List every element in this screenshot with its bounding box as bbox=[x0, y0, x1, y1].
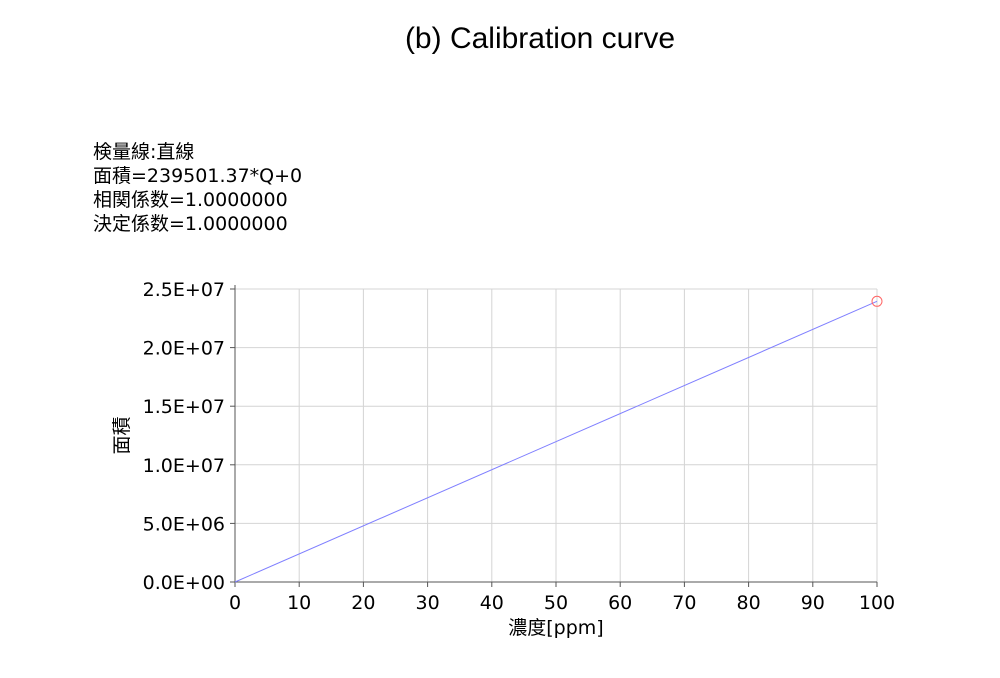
x-tick-label: 100 bbox=[859, 592, 895, 614]
info-correlation: 相関係数=1.0000000 bbox=[93, 189, 288, 211]
x-tick-label: 30 bbox=[416, 592, 440, 614]
info-equation: 面積=239501.37*Q+0 bbox=[93, 165, 303, 187]
axes bbox=[230, 285, 878, 587]
x-tick-label: 80 bbox=[737, 592, 761, 614]
y-tick-label: 2.5E+07 bbox=[143, 279, 225, 301]
calibration-line bbox=[234, 300, 878, 583]
x-tick-label: 10 bbox=[287, 592, 311, 614]
grid-lines bbox=[234, 288, 878, 583]
x-tick-label: 40 bbox=[480, 592, 504, 614]
data-point bbox=[871, 295, 883, 307]
x-tick-label: 70 bbox=[672, 592, 696, 614]
chart-title: (b) Calibration curve bbox=[404, 22, 676, 55]
tick-labels: 0 10 20 30 40 50 60 70 80 90 100 0.0E+00 5.0E+06 1.0E… bbox=[143, 279, 895, 614]
x-tick-label: 20 bbox=[351, 592, 375, 614]
x-tick-label: 50 bbox=[544, 592, 568, 614]
y-tick-label: 2.0E+07 bbox=[143, 338, 225, 360]
x-tick-label: 90 bbox=[801, 592, 825, 614]
y-tick-label: 5.0E+06 bbox=[143, 513, 225, 535]
y-tick-label: 0.0E+00 bbox=[143, 572, 225, 594]
x-axis-label: 濃度[ppm] bbox=[508, 617, 603, 639]
info-curve-type: 検量線:直線 bbox=[93, 141, 195, 163]
x-tick-label: 60 bbox=[608, 592, 632, 614]
x-tick-label: 0 bbox=[229, 592, 241, 614]
calibration-info: 検量線:直線 面積=239501.37*Q+0 相関係数=1.0000000 決… bbox=[93, 140, 302, 236]
info-determination: 決定係数=1.0000000 bbox=[93, 213, 288, 235]
y-axis-label: 面積 bbox=[111, 416, 133, 454]
series-layer bbox=[234, 295, 883, 583]
y-tick-label: 1.0E+07 bbox=[143, 455, 225, 477]
y-tick-label: 1.5E+07 bbox=[143, 396, 225, 418]
